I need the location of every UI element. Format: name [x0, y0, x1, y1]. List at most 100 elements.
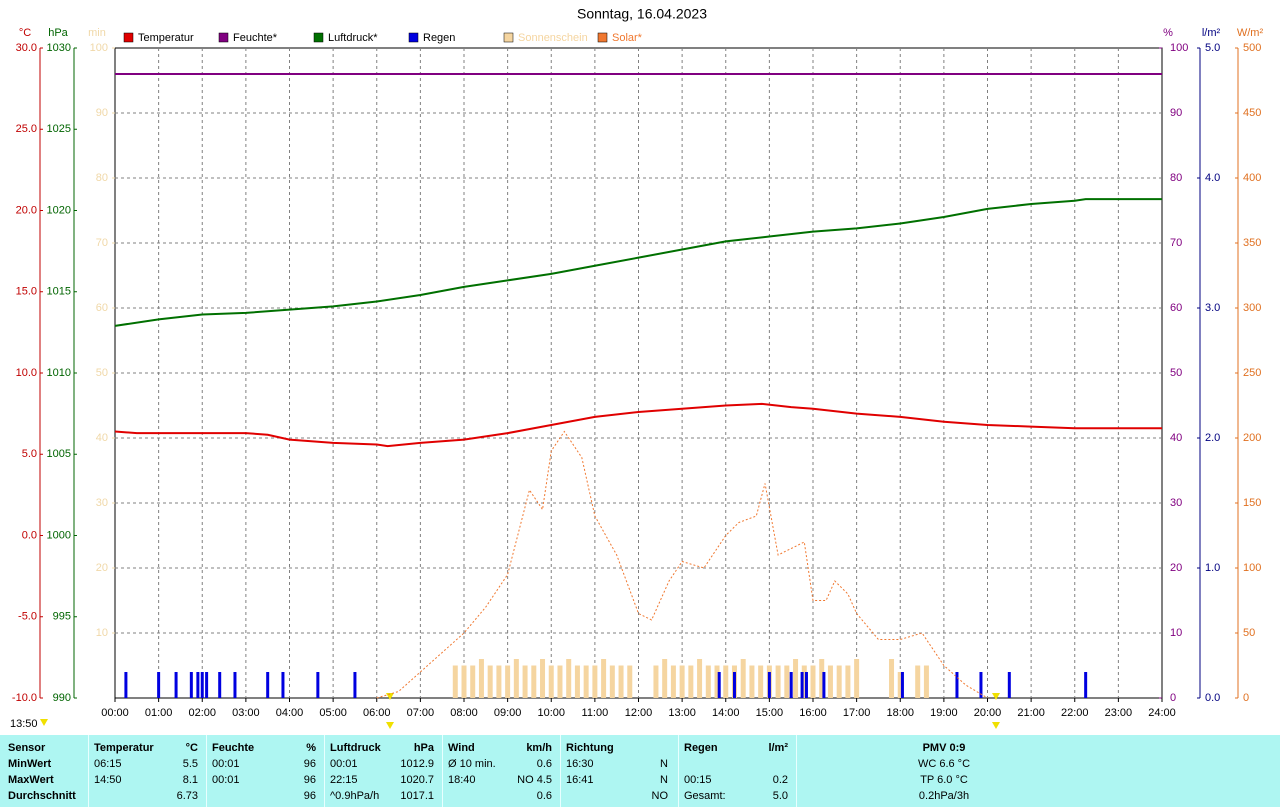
bar: [662, 659, 668, 698]
column-separator: [560, 735, 561, 807]
bar: [915, 665, 921, 698]
bar: [697, 659, 703, 698]
y-tick-label: 5.0: [22, 448, 37, 460]
table-cell: 22:15: [330, 774, 358, 786]
sunset-marker: [992, 722, 1000, 729]
x-tick-label: 13:00: [668, 707, 696, 719]
table-cell: TP 6.0 °C: [920, 774, 968, 786]
series-line: [114, 198, 1162, 327]
x-tick-label: 03:00: [232, 707, 260, 719]
y-tick-label: 1.0: [1205, 562, 1220, 574]
table-cell: ^0.9hPa/h: [330, 790, 380, 802]
y-tick-label: 1005: [47, 448, 71, 460]
y-tick-label: 20: [1170, 562, 1182, 574]
bar: [1084, 672, 1088, 698]
time-marker: [40, 719, 48, 726]
x-tick-label: 05:00: [319, 707, 347, 719]
bar: [822, 672, 826, 698]
y-tick-label: 2.0: [1205, 432, 1220, 444]
column-separator: [88, 735, 89, 807]
table-cell: Regen: [684, 742, 718, 754]
bar: [478, 659, 484, 698]
bar: [688, 665, 694, 698]
bar: [758, 665, 764, 698]
table-cell: Gesamt:: [684, 790, 726, 802]
y-tick-label: 3.0: [1205, 302, 1220, 314]
table-cell: Durchschnitt: [8, 790, 76, 802]
y-tick-label: 80: [96, 172, 108, 184]
bar: [801, 665, 807, 698]
bar: [452, 665, 458, 698]
legend-swatch: [313, 32, 324, 43]
legend-swatch: [218, 32, 229, 43]
bar: [601, 659, 607, 698]
table-cell: 1020.7: [400, 774, 434, 786]
bar: [705, 665, 711, 698]
y-tick-label: 30: [96, 497, 108, 509]
bar: [723, 665, 729, 698]
table-cell: l/m²: [768, 742, 788, 754]
table-cell: Luftdruck: [330, 742, 381, 754]
bar: [487, 665, 493, 698]
y-tick-label: 80: [1170, 172, 1182, 184]
y-tick-label: 250: [1243, 367, 1261, 379]
y-tick-label: 0.0: [22, 529, 37, 541]
bar: [775, 665, 781, 698]
bar: [923, 665, 929, 698]
bar: [609, 665, 615, 698]
chart-title: Sonntag, 16.04.2023: [577, 6, 707, 22]
x-tick-label: 21:00: [1017, 707, 1045, 719]
bar: [266, 672, 270, 698]
bar: [784, 665, 790, 698]
y-tick-label: 5.0: [1205, 42, 1220, 54]
table-cell: °C: [185, 742, 198, 754]
y-tick-label: 60: [96, 302, 108, 314]
x-tick-label: 08:00: [450, 707, 478, 719]
y-tick-label: 200: [1243, 432, 1261, 444]
table-cell: PMV 0:9: [922, 742, 966, 754]
y-tick-label: 0: [1243, 692, 1249, 704]
y-tick-label: 90: [1170, 107, 1182, 119]
y-tick-label: 100: [1170, 42, 1188, 54]
x-tick-label: 10:00: [537, 707, 565, 719]
table-cell: 1017.1: [400, 790, 434, 802]
y-tick-label: 1025: [47, 123, 71, 135]
x-tick-label: 11:00: [582, 707, 609, 719]
y-tick-label: 70: [1170, 237, 1182, 249]
column-separator: [442, 735, 443, 807]
legend-label: Feuchte*: [233, 32, 278, 44]
x-tick-label: 01:00: [145, 707, 173, 719]
y-tick-label: 20.0: [16, 204, 37, 216]
y-tick-label: 15.0: [16, 286, 37, 298]
bar: [281, 672, 285, 698]
bar: [557, 665, 563, 698]
y-tick-label: 100: [90, 42, 108, 54]
y-tick-label: 400: [1243, 172, 1261, 184]
bar: [316, 672, 320, 698]
table-cell: 5.0: [772, 790, 788, 802]
bar: [793, 659, 799, 698]
sunrise-marker: [386, 693, 394, 700]
x-tick-label: 15:00: [756, 707, 784, 719]
summary-table: Sensor Temperatur °C Feuchte% Luftdruck hPa Wi…: [0, 735, 1280, 807]
y-tick-label: 40: [1170, 432, 1182, 444]
y-tick-label: 1015: [47, 286, 71, 298]
table-cell: NO: [651, 790, 669, 802]
bar: [1007, 672, 1011, 698]
y-tick-label: 30.0: [16, 42, 37, 54]
table-cell: WC 6.6 °C: [917, 758, 971, 770]
y-tick-label: 500: [1243, 42, 1261, 54]
bar: [505, 665, 511, 698]
table-cell: N: [660, 758, 668, 770]
y-tick-label: 10.0: [16, 367, 37, 379]
bar: [670, 665, 676, 698]
table-cell: 0.6: [536, 790, 552, 802]
y-tick-label: 995: [53, 611, 71, 623]
table-cell: 00:01: [212, 758, 240, 770]
bar: [218, 672, 222, 698]
bar: [189, 672, 193, 698]
table-cell: 96: [303, 774, 316, 786]
table-cell: 0.2: [772, 774, 788, 786]
table-cell: Wind: [448, 742, 475, 754]
